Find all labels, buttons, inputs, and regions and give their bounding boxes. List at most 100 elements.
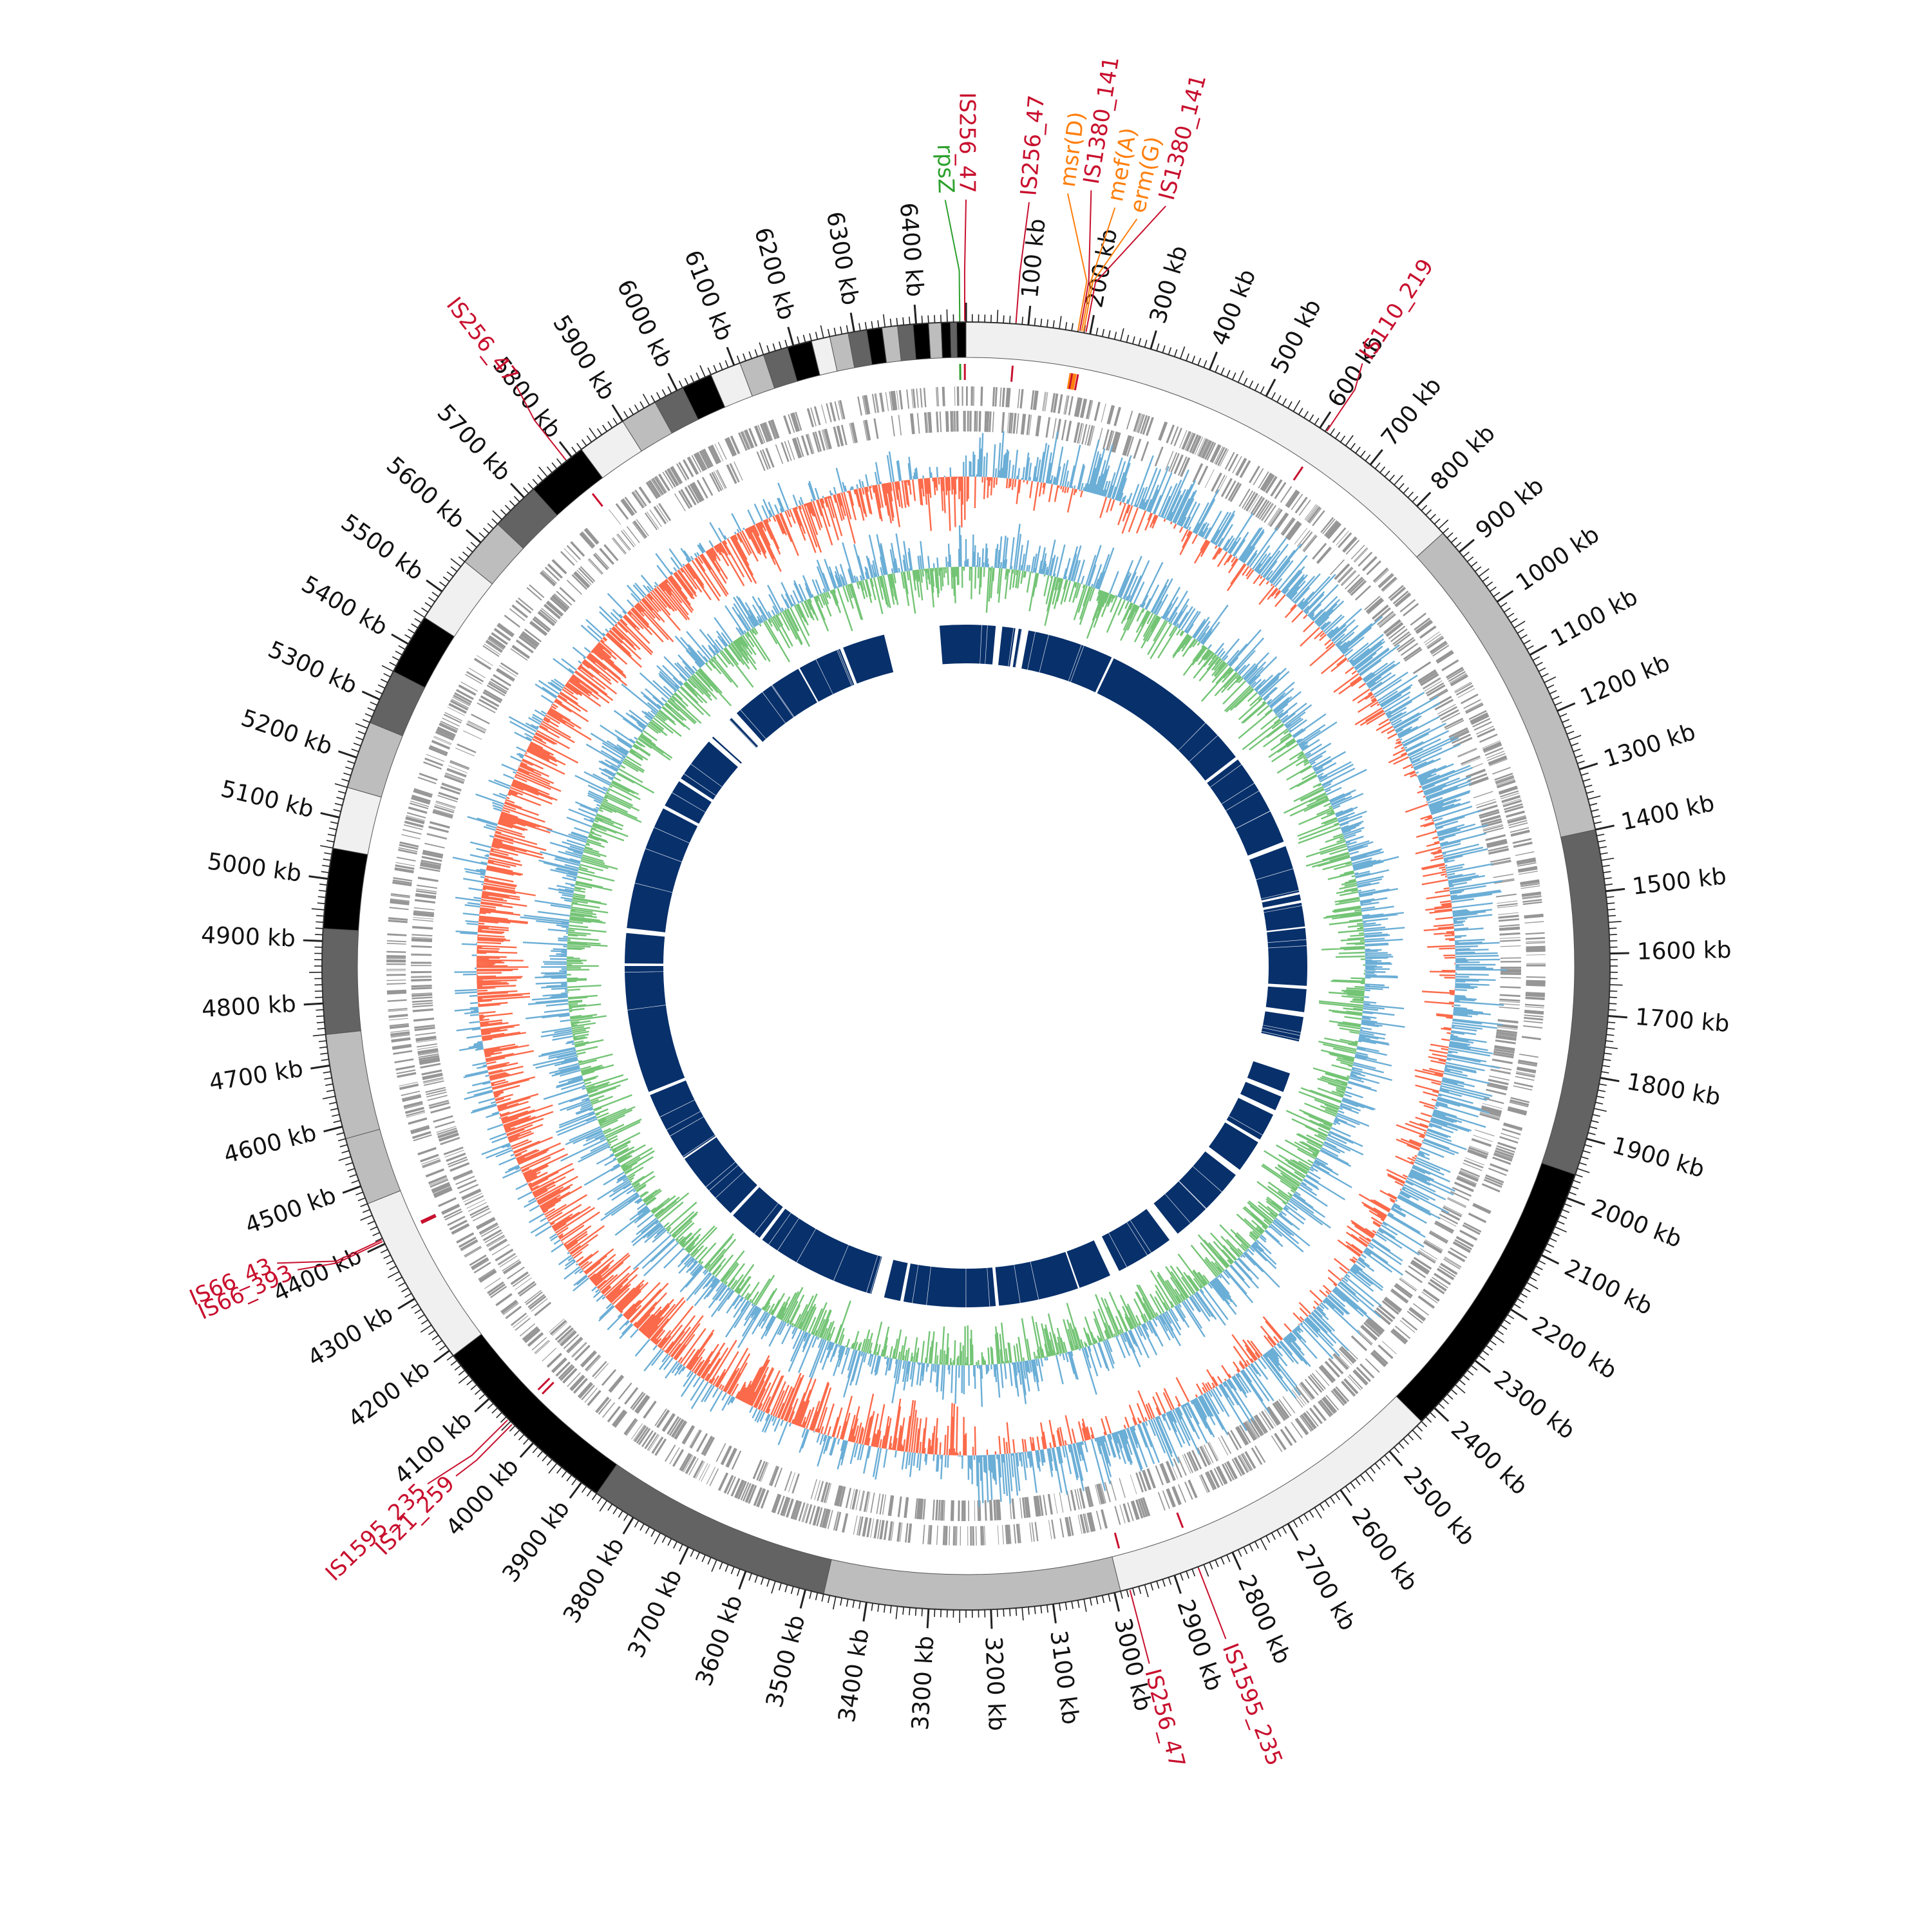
scale-tick <box>1271 1532 1276 1540</box>
scale-tick <box>1601 1071 1609 1074</box>
scale-label: 2200 kb <box>1527 1312 1621 1385</box>
cds-bar <box>971 386 973 406</box>
cds-bar <box>1327 523 1342 540</box>
cds-bar <box>586 1356 601 1372</box>
cds-bar <box>1177 1456 1187 1476</box>
scale-label: 1300 kb <box>1601 719 1699 773</box>
cds-bar <box>1105 430 1113 451</box>
cds-bar <box>630 1391 644 1409</box>
cds-bar <box>974 1500 976 1521</box>
cds-bar <box>425 1086 446 1094</box>
scale-tick <box>1603 871 1611 873</box>
scale-tick <box>466 1379 473 1386</box>
cds-bar <box>451 1224 470 1235</box>
cds-bar <box>428 826 449 833</box>
cds-bar <box>391 1038 411 1043</box>
homology-sliver <box>796 1228 817 1263</box>
scale-label: 4800 kb <box>201 991 297 1023</box>
cds-bar <box>1452 1186 1472 1197</box>
cds-bar <box>422 1074 443 1081</box>
cds-bar <box>428 1099 449 1106</box>
cds-bar <box>1304 504 1317 520</box>
cds-bar <box>1494 1046 1515 1051</box>
cds-bar <box>1230 1430 1242 1449</box>
cds-bar <box>426 833 448 839</box>
gc-skew-track <box>452 431 1507 1508</box>
cds-bar <box>801 1503 808 1522</box>
cds-bar <box>441 1204 460 1214</box>
cds-bar <box>960 1526 961 1546</box>
scale-tick <box>724 360 729 368</box>
cds-bar <box>529 1295 547 1310</box>
cds-bar <box>444 712 463 721</box>
scale-tick <box>654 1532 661 1545</box>
scale-tick <box>707 1557 712 1565</box>
cds-bar <box>709 473 721 493</box>
scale-tick <box>324 852 332 855</box>
cds-bar <box>1526 983 1546 987</box>
cds-bar <box>996 387 998 407</box>
cds-bar <box>623 529 636 546</box>
scale-tick <box>500 509 507 516</box>
cds-bar <box>451 699 469 709</box>
scale-tick <box>1538 1260 1546 1265</box>
cds-bar <box>438 1132 459 1140</box>
cds-bar <box>1036 1495 1040 1517</box>
cds-bar <box>453 694 471 705</box>
homology-sliver <box>705 1162 736 1188</box>
cds-bar <box>431 739 450 749</box>
cds-bar <box>1468 1146 1489 1156</box>
cds-bar <box>1493 879 1515 884</box>
cds-bar <box>889 391 893 411</box>
cds-bar <box>566 580 582 595</box>
scale-tick <box>1374 462 1381 469</box>
cds-bar <box>720 1445 732 1465</box>
cds-bar <box>1379 574 1394 589</box>
scale-tick <box>1065 322 1068 330</box>
cds-bar <box>1011 1498 1016 1519</box>
cds-bar <box>1495 1148 1514 1156</box>
cds-bar <box>1338 532 1352 548</box>
cds-bar <box>995 1499 999 1520</box>
cds-bar <box>781 442 790 462</box>
homology-sliver <box>838 649 853 686</box>
cds-bar <box>1465 703 1484 714</box>
cds-bar <box>396 857 416 862</box>
cds-bar <box>1293 1388 1307 1405</box>
scale-tick <box>1559 1215 1567 1219</box>
cds-bar <box>794 437 802 458</box>
cds-bar <box>1490 1068 1511 1074</box>
scale-tick <box>1478 568 1490 577</box>
cds-bar <box>980 386 983 406</box>
cds-bar <box>495 1293 513 1307</box>
cds-bar <box>884 1520 889 1540</box>
scale-tick <box>532 478 538 486</box>
cds-bar <box>1447 1197 1467 1207</box>
scale-tick <box>397 1298 415 1310</box>
cds-bar <box>1454 681 1472 692</box>
cds-bar <box>510 1312 527 1326</box>
scale-tick <box>370 701 377 706</box>
cds-bar <box>701 449 712 468</box>
cds-bar <box>387 999 407 1002</box>
scale-tick <box>322 1095 336 1100</box>
cds-bar <box>517 1281 536 1295</box>
cds-bar <box>1444 1256 1462 1267</box>
scale-tick <box>1150 1582 1154 1591</box>
homology-sliver <box>1261 1031 1300 1040</box>
scale-tick <box>387 1271 400 1278</box>
cds-bar <box>1357 1329 1373 1345</box>
cds-bar <box>1526 964 1546 966</box>
scale-tick <box>439 581 446 587</box>
cds-bar <box>1395 593 1412 608</box>
cds-bar <box>1146 1468 1155 1489</box>
cds-bar <box>1287 522 1301 540</box>
cds-bar <box>1066 1517 1072 1537</box>
scale-tick <box>428 596 435 603</box>
homology-block <box>1261 1011 1304 1042</box>
scale-tick <box>332 1113 340 1117</box>
homology-block <box>1262 894 1302 908</box>
cds-bar <box>808 433 815 454</box>
cds-bar <box>595 1396 609 1413</box>
cds-bar <box>914 1498 918 1519</box>
